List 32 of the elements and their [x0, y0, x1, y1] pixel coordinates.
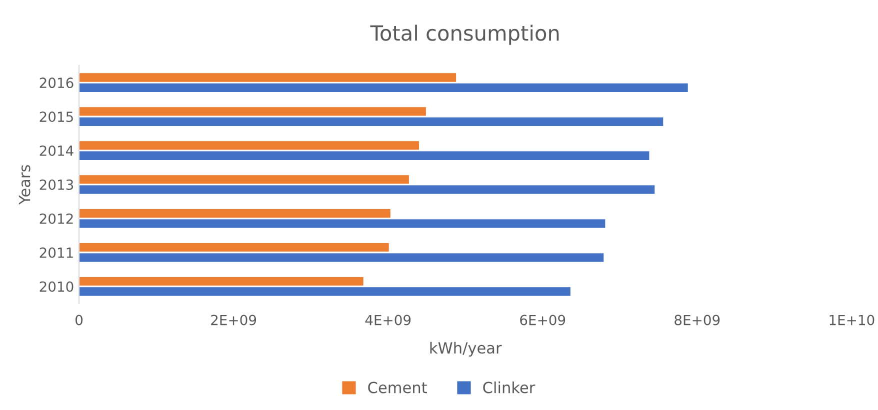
bar	[79, 117, 664, 126]
x-tick-label: 2E+09	[211, 314, 256, 326]
bar	[79, 141, 419, 150]
bar	[79, 185, 655, 194]
bar	[79, 243, 389, 252]
y-tick-label: 2013	[40, 179, 74, 190]
y-tick-label: 2016	[40, 78, 74, 88]
y-tick-label: 2014	[40, 145, 74, 156]
x-tick-label: 4E+09	[365, 314, 411, 326]
bar	[79, 107, 426, 116]
x-axis-title: kWh/year	[430, 342, 502, 357]
x-tick-label: 0	[76, 314, 83, 326]
bar	[79, 287, 570, 296]
x-tick-label: 1E+10	[830, 314, 874, 326]
y-axis-title: Years	[18, 165, 30, 205]
legend-label: Cement	[368, 382, 427, 394]
bar	[79, 219, 606, 228]
x-tick-label: 6E+09	[520, 314, 566, 326]
bar	[79, 209, 390, 218]
y-tick-label: 2012	[40, 213, 73, 224]
y-tick-label: 2010	[40, 281, 74, 292]
bar	[79, 253, 604, 262]
bar	[79, 83, 688, 92]
chart-title: Total consumption	[370, 24, 559, 45]
bar	[79, 151, 650, 160]
y-tick-label: 2011	[40, 247, 73, 258]
y-tick-label: 2015	[40, 112, 73, 122]
bar	[79, 175, 409, 184]
bar	[79, 73, 456, 82]
bar	[79, 276, 364, 286]
legend-label: Clinker	[483, 381, 536, 394]
x-tick-label: 8E+09	[674, 314, 720, 326]
